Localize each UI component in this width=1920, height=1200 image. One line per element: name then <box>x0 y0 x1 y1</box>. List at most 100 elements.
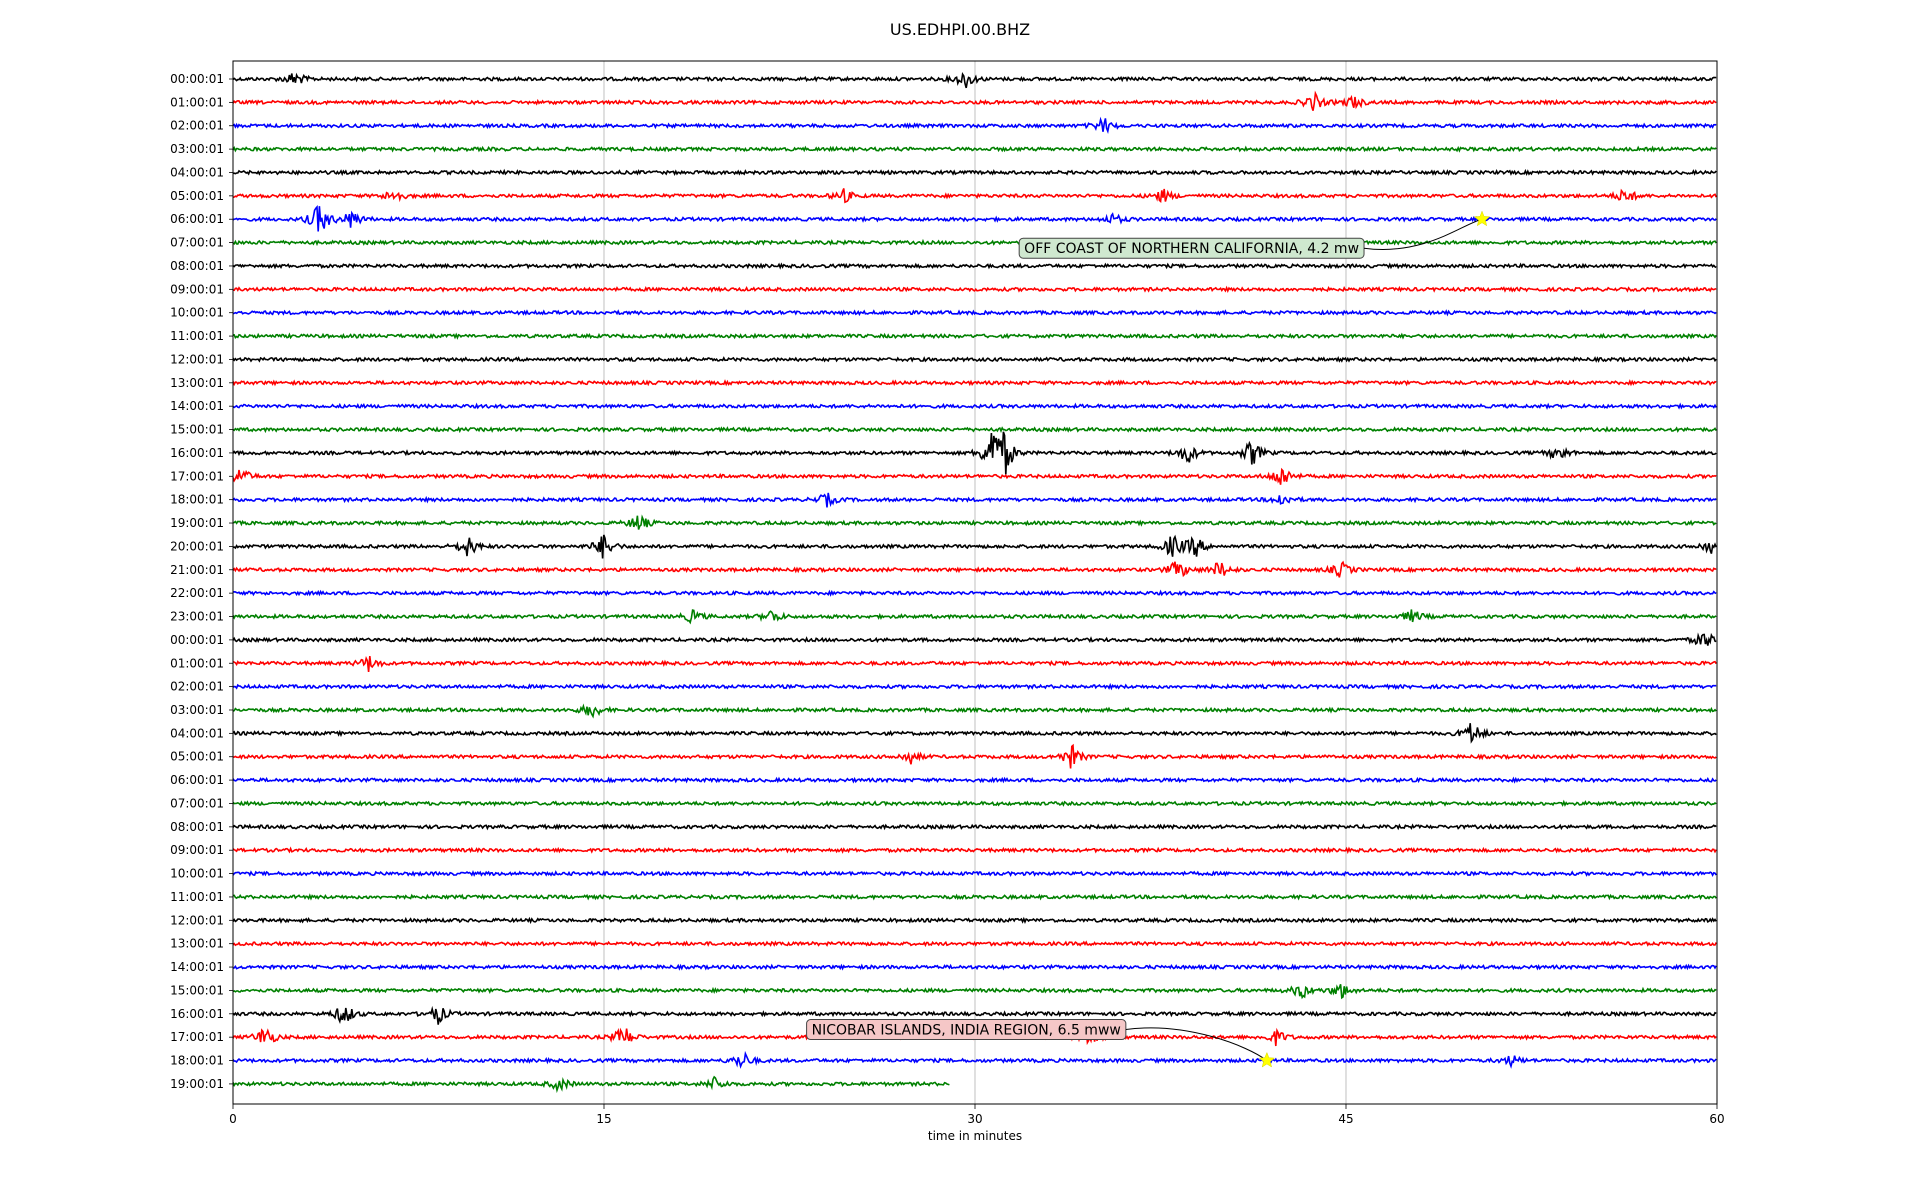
trace-row <box>232 823 1717 831</box>
trace-row <box>232 609 1717 625</box>
event-annotation: OFF COAST OF NORTHERN CALIFORNIA, 4.2 mw <box>1018 210 1491 259</box>
trace-row <box>232 431 1717 475</box>
row-time-label: 01:00:01 <box>170 95 224 109</box>
row-time-label: 09:00:01 <box>170 843 224 857</box>
trace-row <box>232 703 1717 719</box>
row-time-label: 06:00:01 <box>170 212 224 226</box>
trace-row <box>232 1075 950 1094</box>
row-time-label: 10:00:01 <box>170 867 224 881</box>
trace-row <box>232 379 1717 387</box>
row-time-label: 04:00:01 <box>170 165 224 179</box>
x-tick-label: 45 <box>1338 1112 1353 1126</box>
trace-row <box>232 309 1717 317</box>
annotation-connector <box>1363 218 1483 250</box>
trace-layer <box>232 72 1717 1094</box>
chart-title: US.EDHPI.00.BHZ <box>889 20 1031 39</box>
trace-row <box>232 984 1717 1000</box>
trace-row <box>232 492 1717 508</box>
row-time-label: 02:00:01 <box>170 680 224 694</box>
event-annotation: NICOBAR ISLANDS, INDIA REGION, 6.5 mww <box>806 1019 1276 1068</box>
trace-row <box>232 870 1717 878</box>
trace-row <box>232 467 1717 485</box>
row-time-label: 01:00:01 <box>170 656 224 670</box>
row-time-label: 17:00:01 <box>170 469 224 483</box>
trace-row <box>232 963 1717 971</box>
trace-row <box>233 743 1717 769</box>
row-time-label: 12:00:01 <box>170 352 224 366</box>
trace-row <box>232 168 1717 177</box>
axis-layer: 00:00:01 01:00:01 02:00:01 03:00:01 04:00:01… <box>170 60 1725 1126</box>
trace-row <box>232 799 1717 808</box>
trace-row <box>232 632 1717 646</box>
x-tick-label: 0 <box>229 1112 237 1126</box>
trace-row <box>232 776 1717 784</box>
row-time-label: 15:00:01 <box>170 423 224 437</box>
row-time-label: 18:00:01 <box>170 493 224 507</box>
event-star-marker <box>1258 1051 1276 1068</box>
row-time-label: 19:00:01 <box>170 516 224 530</box>
row-time-label: 08:00:01 <box>170 820 224 834</box>
trace-row <box>232 90 1717 111</box>
trace-row <box>232 116 1717 134</box>
annotation-label: OFF COAST OF NORTHERN CALIFORNIA, 4.2 mw <box>1024 241 1359 257</box>
trace-row <box>232 72 1717 89</box>
row-time-label: 07:00:01 <box>170 796 224 810</box>
row-time-label: 14:00:01 <box>170 960 224 974</box>
x-axis-label: time in minutes <box>928 1129 1022 1143</box>
row-time-label: 20:00:01 <box>170 539 224 553</box>
trace-row <box>232 916 1717 925</box>
trace-row <box>232 1050 1717 1069</box>
x-tick-label: 60 <box>1709 1112 1724 1126</box>
row-time-label: 18:00:01 <box>170 1054 224 1068</box>
row-time-label: 13:00:01 <box>170 376 224 390</box>
trace-row <box>232 514 1717 530</box>
trace-row <box>232 145 1717 153</box>
row-time-label: 12:00:01 <box>170 913 224 927</box>
trace-row <box>232 204 1717 232</box>
annotation-connector <box>1125 1027 1268 1061</box>
trace-row <box>232 846 1717 855</box>
grid-layer <box>603 61 1347 1104</box>
row-time-label: 23:00:01 <box>170 610 224 624</box>
row-time-label: 08:00:01 <box>170 259 224 273</box>
trace-row <box>232 402 1717 410</box>
row-time-label: 14:00:01 <box>170 399 224 413</box>
row-time-label: 05:00:01 <box>170 750 224 764</box>
trace-row <box>232 355 1717 363</box>
row-time-label: 17:00:01 <box>170 1030 224 1044</box>
trace-row <box>232 1005 1717 1025</box>
annotation-label: NICOBAR ISLANDS, INDIA REGION, 6.5 mww <box>812 1023 1121 1039</box>
row-time-label: 00:00:01 <box>170 72 224 86</box>
trace-row <box>232 940 1717 948</box>
row-time-label: 15:00:01 <box>170 983 224 997</box>
row-time-label: 22:00:01 <box>170 586 224 600</box>
row-time-label: 04:00:01 <box>170 726 224 740</box>
row-time-label: 02:00:01 <box>170 119 224 133</box>
trace-row <box>232 682 1717 691</box>
row-time-label: 09:00:01 <box>170 282 224 296</box>
trace-row <box>232 262 1717 270</box>
trace-row <box>232 188 1717 204</box>
row-time-label: 07:00:01 <box>170 236 224 250</box>
row-time-label: 21:00:01 <box>170 563 224 577</box>
row-time-label: 10:00:01 <box>170 306 224 320</box>
row-time-label: 11:00:01 <box>170 890 224 904</box>
row-time-label: 05:00:01 <box>170 189 224 203</box>
row-time-label: 13:00:01 <box>170 937 224 951</box>
row-time-label: 11:00:01 <box>170 329 224 343</box>
row-time-label: 06:00:01 <box>170 773 224 787</box>
trace-row <box>232 425 1717 434</box>
trace-row <box>232 238 1717 247</box>
trace-row <box>232 589 1717 597</box>
trace-row <box>232 723 1717 744</box>
trace-row <box>232 655 1717 672</box>
trace-row <box>232 560 1717 578</box>
x-tick-label: 30 <box>967 1112 982 1126</box>
row-time-label: 16:00:01 <box>170 1007 224 1021</box>
trace-row <box>232 534 1717 559</box>
annotation-box <box>806 1019 1127 1041</box>
row-time-label: 03:00:01 <box>170 703 224 717</box>
trace-row <box>232 893 1717 901</box>
annotation-layer: OFF COAST OF NORTHERN CALIFORNIA, 4.2 mw… <box>806 210 1491 1068</box>
